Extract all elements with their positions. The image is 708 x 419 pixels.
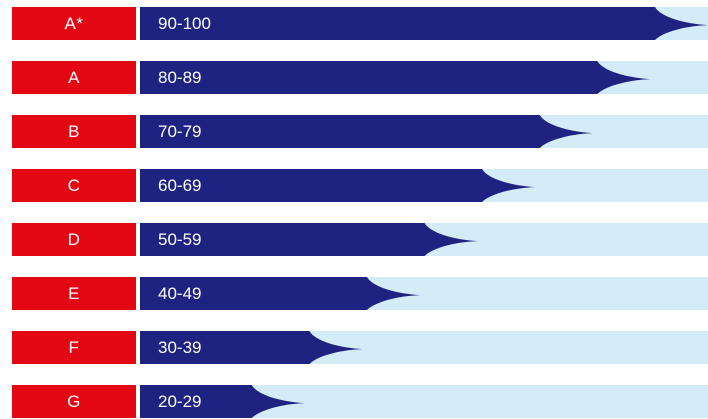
grade-label-cell: A* (12, 7, 136, 40)
grade-label-cell: B (12, 115, 136, 148)
grade-row: G 20-29 (0, 385, 708, 418)
grade-row: E 40-49 (0, 277, 708, 310)
grade-label-cell: D (12, 223, 136, 256)
grade-label: F (68, 337, 80, 357)
grade-label-cell: A (12, 61, 136, 94)
score-bar (140, 223, 478, 256)
score-bar-shape (140, 169, 536, 202)
score-track: 30-39 (140, 331, 708, 364)
score-track: 40-49 (140, 277, 708, 310)
grade-row: A* 90-100 (0, 7, 708, 40)
score-track: 80-89 (140, 61, 708, 94)
score-range-label: 80-89 (158, 67, 202, 87)
grade-row: F 30-39 (0, 331, 708, 364)
score-range-label: 60-69 (158, 175, 202, 195)
score-range-label: 30-39 (158, 337, 202, 357)
score-bar-shape (140, 223, 478, 256)
score-bar-shape (140, 7, 708, 40)
score-bar (140, 277, 420, 310)
score-bar-shape (140, 277, 420, 310)
grade-label: D (67, 229, 81, 249)
score-range-label: 70-79 (158, 121, 202, 141)
score-bar (140, 115, 593, 148)
grade-label: G (67, 391, 81, 411)
score-range-label: 20-29 (158, 391, 202, 411)
score-track: 90-100 (140, 7, 708, 40)
score-bar-shape (140, 385, 305, 418)
score-bar-shape (140, 115, 593, 148)
grade-label: A* (64, 13, 84, 33)
score-track: 60-69 (140, 169, 708, 202)
grade-row: A 80-89 (0, 61, 708, 94)
score-range-label: 50-59 (158, 229, 202, 249)
grade-label-cell: C (12, 169, 136, 202)
grade-row: D 50-59 (0, 223, 708, 256)
score-track: 70-79 (140, 115, 708, 148)
score-bar (140, 331, 363, 364)
grade-label-cell: G (12, 385, 136, 418)
score-bar (140, 385, 305, 418)
score-range-label: 90-100 (158, 13, 211, 33)
grade-label: A (68, 67, 80, 87)
grade-label-cell: E (12, 277, 136, 310)
score-range-label: 40-49 (158, 283, 202, 303)
grade-label-cell: F (12, 331, 136, 364)
grade-row: C 60-69 (0, 169, 708, 202)
grade-row: B 70-79 (0, 115, 708, 148)
score-bar (140, 169, 536, 202)
score-track: 50-59 (140, 223, 708, 256)
grade-label: C (67, 175, 81, 195)
score-bar-shape (140, 61, 651, 94)
score-bar (140, 7, 708, 40)
score-track: 20-29 (140, 385, 708, 418)
score-bar (140, 61, 651, 94)
grade-label: B (68, 121, 80, 141)
score-bar-shape (140, 331, 363, 364)
grade-label: E (68, 283, 80, 303)
